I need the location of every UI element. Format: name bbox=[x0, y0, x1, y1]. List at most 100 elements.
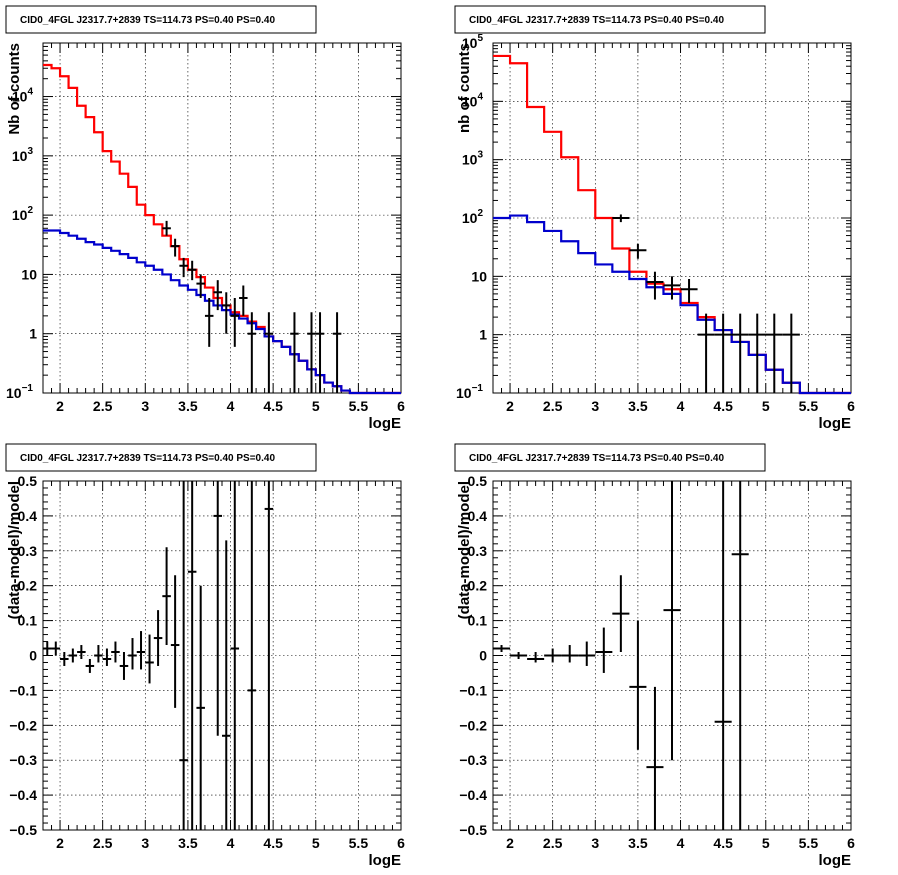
y-tick-label: −0.5 bbox=[459, 822, 487, 838]
x-tick-label: 2 bbox=[506, 835, 514, 851]
data-point bbox=[527, 652, 545, 663]
data-point bbox=[247, 312, 257, 393]
x-tick-label: 6 bbox=[847, 835, 855, 851]
data-point bbox=[153, 610, 163, 666]
x-tick-label: 3.5 bbox=[178, 835, 198, 851]
data-point bbox=[239, 285, 248, 316]
axis-ticks bbox=[492, 42, 852, 394]
data-point bbox=[187, 481, 197, 830]
y-tick-label: 104 bbox=[462, 91, 484, 109]
data-point bbox=[230, 298, 240, 347]
data-point bbox=[102, 648, 112, 666]
y-tick-label: −0.4 bbox=[459, 787, 487, 803]
data-point bbox=[561, 645, 579, 663]
x-tick-label: 4 bbox=[677, 398, 685, 414]
y-tick-label: −0.1 bbox=[459, 682, 487, 698]
x-tick-label: 2.5 bbox=[543, 398, 563, 414]
x-tick-label: 6 bbox=[397, 398, 405, 414]
data-point bbox=[128, 638, 137, 670]
y-axis-title: nb of counts bbox=[456, 43, 473, 133]
x-tick-label: 4.5 bbox=[713, 398, 733, 414]
x-tick-label: 5 bbox=[762, 398, 770, 414]
data-point bbox=[222, 540, 231, 830]
data-point bbox=[162, 547, 171, 646]
y-tick-label: 105 bbox=[462, 33, 484, 51]
y-tick-label: 0.5 bbox=[468, 473, 488, 489]
data-point bbox=[663, 481, 681, 761]
data-point bbox=[731, 481, 749, 830]
data-point bbox=[290, 312, 299, 393]
data-point bbox=[748, 313, 766, 393]
data-point bbox=[663, 276, 681, 300]
title-box bbox=[454, 443, 766, 472]
x-tick-label: 3 bbox=[591, 398, 599, 414]
data-point bbox=[77, 645, 86, 659]
x-tick-label: 2.5 bbox=[93, 398, 113, 414]
axis-ticks bbox=[492, 480, 852, 831]
data-point bbox=[629, 620, 647, 750]
data-point bbox=[315, 312, 325, 393]
title-box bbox=[5, 5, 317, 34]
y-tick-label: 0.3 bbox=[18, 543, 38, 559]
x-axis-title: logE bbox=[819, 415, 852, 432]
data-point bbox=[60, 652, 69, 666]
x-tick-label: 5.5 bbox=[349, 835, 369, 851]
data-point bbox=[119, 652, 129, 680]
data-point bbox=[222, 292, 231, 334]
data-points bbox=[162, 220, 342, 393]
data-point bbox=[765, 313, 783, 393]
x-tick-label: 5.5 bbox=[799, 398, 819, 414]
x-axis-title: logE bbox=[819, 852, 852, 869]
data-point bbox=[145, 634, 154, 684]
panel-4: CID0_4FGL J2317.7+2839 TS=114.73 PS=0.40… bbox=[454, 443, 855, 869]
panel-title: CID0_4FGL J2317.7+2839 TS=114.73 PS=0.40… bbox=[469, 15, 724, 26]
y-tick-label: 10−1 bbox=[456, 383, 483, 401]
y-axis-title: Nb of counts bbox=[6, 43, 23, 135]
x-tick-label: 6 bbox=[397, 835, 405, 851]
title-box bbox=[454, 5, 766, 34]
data-point bbox=[196, 585, 205, 830]
data-point bbox=[136, 631, 146, 670]
x-tick-label: 4.5 bbox=[263, 398, 283, 414]
data-point bbox=[595, 627, 613, 673]
x-tick-label: 3 bbox=[141, 398, 149, 414]
x-tick-label: 3 bbox=[141, 835, 149, 851]
x-tick-label: 2.5 bbox=[543, 835, 563, 851]
data-point bbox=[332, 312, 342, 393]
x-tick-label: 2 bbox=[56, 835, 64, 851]
y-tick-label: 0.4 bbox=[468, 508, 488, 524]
data-points bbox=[612, 214, 800, 393]
data-point bbox=[714, 313, 732, 393]
panel-1: CID0_4FGL J2317.7+2839 TS=114.73 PS=0.40… bbox=[5, 5, 405, 432]
series-model_background bbox=[493, 214, 851, 395]
data-point bbox=[247, 481, 257, 830]
y-axis-title: (data-model)/model bbox=[6, 481, 23, 619]
y-tick-label: 103 bbox=[12, 146, 34, 164]
grid bbox=[43, 43, 402, 394]
y-tick-label: 0.3 bbox=[468, 543, 488, 559]
x-tick-label: 5.5 bbox=[799, 835, 819, 851]
data-point bbox=[544, 648, 562, 663]
y-tick-label: −0.3 bbox=[9, 752, 37, 768]
y-tick-label: −0.5 bbox=[9, 822, 37, 838]
data-points bbox=[493, 481, 749, 830]
x-tick-label: 6 bbox=[847, 398, 855, 414]
plot-frame bbox=[42, 42, 402, 394]
data-point bbox=[187, 260, 197, 281]
data-point bbox=[68, 648, 78, 663]
data-point bbox=[170, 575, 180, 708]
x-tick-label: 4.5 bbox=[713, 835, 733, 851]
axis-ticks bbox=[42, 480, 402, 831]
data-point bbox=[204, 298, 214, 347]
data-point bbox=[179, 481, 188, 830]
data-point bbox=[51, 641, 61, 656]
y-tick-label: 0.5 bbox=[18, 473, 38, 489]
x-tick-label: 4 bbox=[227, 835, 235, 851]
x-tick-label: 3.5 bbox=[178, 398, 198, 414]
data-point bbox=[43, 641, 52, 656]
panel-title: CID0_4FGL J2317.7+2839 TS=114.73 PS=0.40… bbox=[469, 453, 724, 464]
series-model_total bbox=[43, 63, 401, 395]
data-points bbox=[43, 481, 274, 830]
series-model_background bbox=[43, 229, 401, 395]
